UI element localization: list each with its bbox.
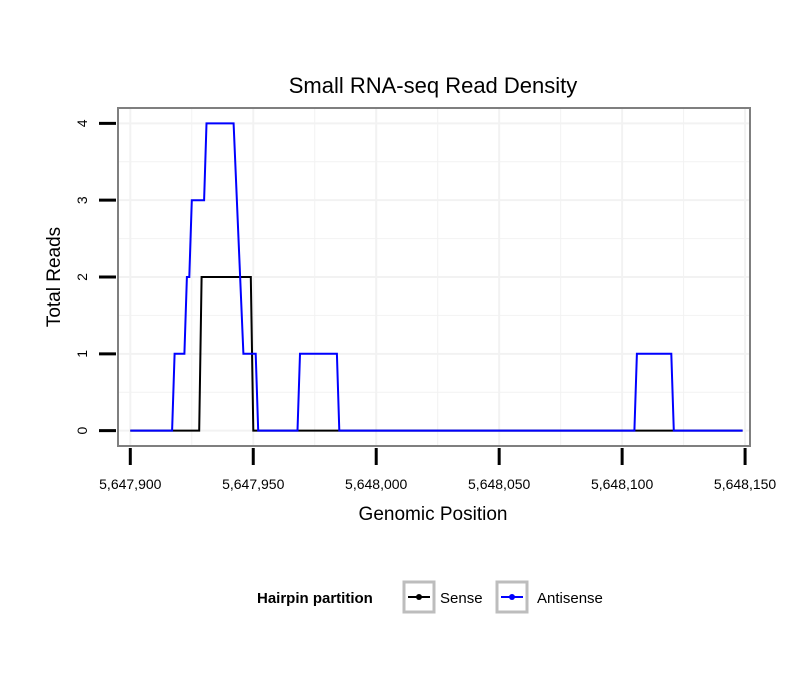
y-tick-label: 4 [74,119,90,127]
x-tick-label: 5,648,150 [714,476,776,492]
x-axis: 5,647,900 5,647,950 5,648,000 5,648,050 5,64… [99,448,776,492]
legend-title: Hairpin partition [257,590,373,607]
legend-marker-sense [416,594,422,600]
y-tick-label: 3 [74,196,90,204]
x-tick-label: 5,648,050 [468,476,530,492]
y-tick-label: 2 [74,273,90,281]
plot-panel [117,107,751,447]
x-axis-label: Genomic Position [359,504,508,525]
y-axis: 0 1 2 3 4 [74,119,116,435]
series-layer [130,122,743,432]
x-tick-label: 5,647,950 [222,476,284,492]
legend-item-antisense: Antisense [495,580,603,614]
grid [118,108,750,446]
legend-item-sense: Sense [402,580,483,614]
x-tick-label: 5,647,900 [99,476,161,492]
chart-title: Small RNA-seq Read Density [289,73,578,98]
legend: Hairpin partition Sense Antisense [257,580,603,614]
legend-marker-antisense [509,594,515,600]
plot-border [117,107,751,447]
x-tick-label: 5,648,000 [345,476,407,492]
y-tick-label: 1 [74,350,90,358]
series-line-antisense [130,122,743,432]
series-line-sense [130,276,743,432]
y-axis-label: Total Reads [44,227,65,327]
legend-label-antisense: Antisense [537,590,603,607]
x-tick-label: 5,648,100 [591,476,653,492]
y-tick-label: 0 [74,427,90,435]
legend-label-sense: Sense [440,590,483,607]
